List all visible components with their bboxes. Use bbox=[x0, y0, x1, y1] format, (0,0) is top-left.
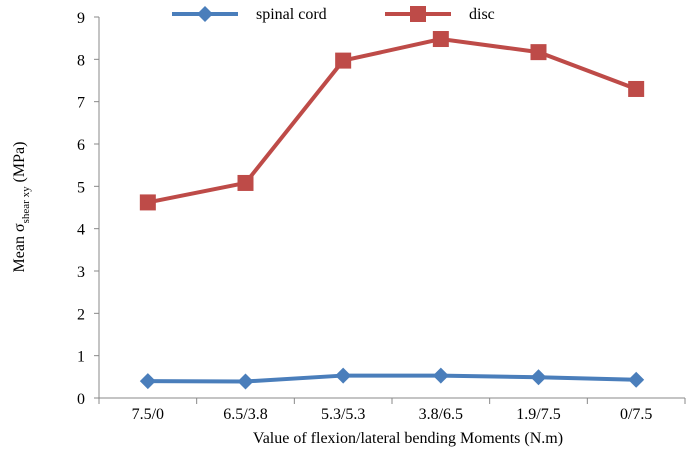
y-tick-label: 7 bbox=[77, 95, 85, 112]
marker bbox=[237, 373, 254, 390]
marker bbox=[432, 31, 449, 48]
y-tick-label: 0 bbox=[77, 391, 85, 408]
y-label-sub: shear xy bbox=[20, 186, 32, 223]
x-tick-label: 7.5/0 bbox=[132, 406, 164, 423]
y-label-main: Mean σ bbox=[11, 223, 28, 272]
y-label-unit: (MPa) bbox=[11, 142, 28, 183]
marker bbox=[139, 373, 156, 390]
legend-label: spinal cord bbox=[256, 6, 327, 23]
y-axis-label: Mean σshear xy (MPa) bbox=[11, 142, 32, 273]
x-axis-label: Value of flexion/lateral bending Moments… bbox=[253, 430, 563, 447]
marker bbox=[139, 194, 156, 211]
marker bbox=[237, 174, 254, 191]
marker bbox=[410, 6, 426, 22]
marker bbox=[335, 367, 352, 384]
series-line bbox=[147, 373, 637, 384]
marker bbox=[530, 44, 547, 61]
marker bbox=[530, 369, 547, 386]
y-tick-label: 8 bbox=[77, 52, 85, 69]
x-tick-label: 1.9/7.5 bbox=[516, 406, 560, 423]
y-tick-label: 5 bbox=[77, 179, 85, 196]
y-tick-label: 6 bbox=[77, 137, 85, 154]
marker bbox=[628, 80, 645, 97]
y-tick-label: 3 bbox=[77, 264, 85, 281]
marker bbox=[335, 52, 352, 69]
y-tick-label: 4 bbox=[77, 222, 85, 239]
marker bbox=[197, 6, 213, 22]
x-tick-label: 6.5/3.8 bbox=[223, 406, 267, 423]
y-tick-label: 9 bbox=[77, 10, 85, 27]
marker bbox=[432, 367, 449, 384]
y-tick-label: 1 bbox=[77, 349, 85, 366]
marker bbox=[628, 371, 645, 388]
x-tick-label: 3.8/6.5 bbox=[419, 406, 463, 423]
x-tick-label: 0/7.5 bbox=[620, 406, 652, 423]
x-tick-label: 5.3/5.3 bbox=[321, 406, 365, 423]
legend-label: disc bbox=[469, 6, 495, 23]
series-line bbox=[147, 36, 637, 205]
y-tick-label: 2 bbox=[77, 306, 85, 323]
